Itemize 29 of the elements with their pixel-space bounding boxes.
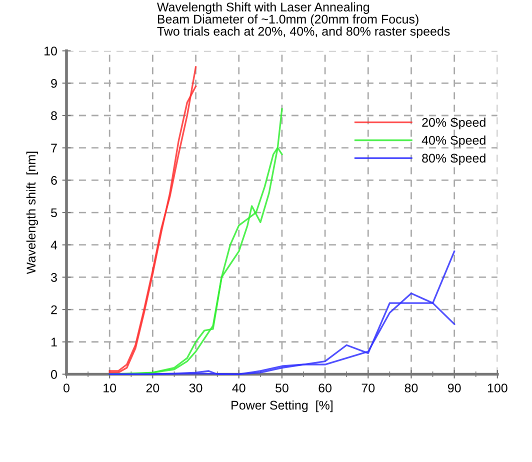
x-tick-label: 100: [488, 384, 508, 392]
x-tick-label: 20: [146, 384, 160, 392]
x-tick-label: 10: [104, 384, 116, 392]
x-tick-label: 90: [448, 384, 461, 392]
y-tick-label: 1: [51, 338, 57, 346]
x-tick-label: 0: [64, 384, 70, 392]
legend-label: 80% Speed: [422, 153, 486, 166]
y-tick-label: 6: [51, 176, 57, 185]
y-tick-label: 3: [51, 273, 57, 282]
chart-title: Wavelength Shift with Laser Annealing: [156, 2, 369, 14]
y-tick-label: 2: [51, 305, 57, 314]
y-tick-label: 8: [51, 111, 57, 120]
y-tick-label: 7: [51, 144, 57, 152]
y-tick-label: 10: [44, 46, 57, 56]
x-tick-label: 70: [362, 384, 375, 392]
x-tick-label: 80: [404, 384, 418, 392]
y-tick-label: 4: [50, 240, 58, 250]
x-tick-label: 50: [276, 384, 288, 392]
x-tick-label: 60: [318, 384, 332, 392]
legend-label: 20% Speed: [422, 118, 486, 130]
legend-label: 40% Speed: [422, 136, 486, 148]
x-tick-label: 30: [189, 384, 202, 392]
y-tick-label: 0: [51, 370, 57, 379]
x-axis-title: Power Setting [%]: [232, 400, 332, 412]
y-tick-label: 5: [51, 208, 57, 218]
x-tick-label: 40: [232, 384, 246, 392]
chart-subtitle: Beam Diameter of ~1.0mm (20mm from Focus) Two trials each at 20%, 40%, and 80% raster speeds: [157, 14, 450, 38]
y-tick-label: 9: [51, 78, 57, 88]
y-axis-title: Wavelength shift [nm]: [26, 152, 38, 274]
